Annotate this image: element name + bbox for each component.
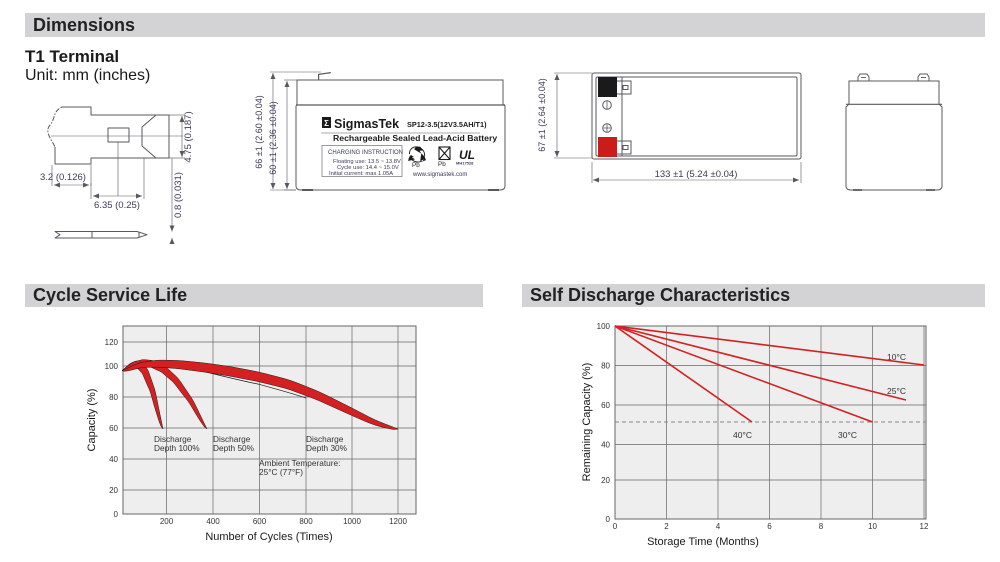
svg-text:25°C (77°F): 25°C (77°F) [259, 467, 303, 477]
svg-text:SigmasTek: SigmasTek [334, 117, 399, 131]
svg-text:10°C: 10°C [887, 352, 906, 362]
svg-text:40°C: 40°C [733, 430, 752, 440]
svg-text:0: 0 [114, 510, 119, 519]
svg-text:CHARGING INSTRUCTION: CHARGING INSTRUCTION [328, 150, 403, 156]
svg-text:67 ±1 (2.64 ±0.04): 67 ±1 (2.64 ±0.04) [537, 78, 547, 151]
svg-text:Rechargeable Sealed Lead-Acid: Rechargeable Sealed Lead-Acid Battery [333, 133, 497, 143]
svg-text:200: 200 [160, 517, 174, 526]
svg-text:8: 8 [819, 522, 824, 531]
svg-text:120: 120 [105, 338, 119, 347]
svg-text:6: 6 [767, 522, 772, 531]
svg-text:40: 40 [601, 441, 610, 450]
svg-text:6.35 (0.25): 6.35 (0.25) [94, 200, 140, 211]
svg-text:800: 800 [299, 517, 313, 526]
svg-text:12: 12 [920, 522, 929, 531]
svg-text:Storage Time (Months): Storage Time (Months) [647, 536, 759, 548]
svg-text:4.75 (0.187): 4.75 (0.187) [183, 111, 194, 162]
svg-text:80: 80 [109, 393, 118, 402]
svg-text:66 ±1 (2.60 ±0.04): 66 ±1 (2.60 ±0.04) [254, 95, 264, 168]
svg-text:30°C: 30°C [838, 430, 857, 440]
svg-text:0: 0 [606, 515, 611, 524]
svg-text:60 ±1 (2.36 ±0.04): 60 ±1 (2.36 ±0.04) [268, 101, 278, 174]
svg-text:100: 100 [597, 322, 611, 331]
svg-text:Capacity (%): Capacity (%) [86, 389, 98, 452]
svg-text:0.8 (0.031): 0.8 (0.031) [173, 172, 184, 218]
svg-text:Depth 100%: Depth 100% [154, 443, 200, 453]
svg-text:MH17528: MH17528 [456, 161, 474, 166]
svg-text:20: 20 [601, 476, 610, 485]
svg-text:Remaining Capacity (%): Remaining Capacity (%) [581, 363, 593, 482]
svg-text:1000: 1000 [343, 517, 361, 526]
svg-text:Depth 30%: Depth 30% [306, 443, 348, 453]
svg-text:60: 60 [109, 424, 118, 433]
svg-text:SP12-3.5(12V3.5AH/T1): SP12-3.5(12V3.5AH/T1) [407, 120, 487, 129]
svg-text:10: 10 [868, 522, 877, 531]
svg-text:1200: 1200 [389, 517, 407, 526]
svg-text:20: 20 [109, 486, 118, 495]
svg-text:100: 100 [105, 362, 119, 371]
svg-text:60: 60 [601, 401, 610, 410]
svg-text:80: 80 [601, 362, 610, 371]
svg-text:133 ±1 (5.24 ±0.04): 133 ±1 (5.24 ±0.04) [655, 169, 738, 180]
svg-text:400: 400 [206, 517, 220, 526]
svg-text:2: 2 [664, 522, 669, 531]
svg-text:Σ: Σ [324, 119, 329, 128]
svg-text:Pb: Pb [438, 161, 446, 168]
svg-text:600: 600 [253, 517, 267, 526]
svg-text:4: 4 [716, 522, 721, 531]
svg-text:Pb: Pb [412, 162, 420, 169]
svg-text:www.sigmastek.com: www.sigmastek.com [412, 172, 467, 178]
svg-text:40: 40 [109, 455, 118, 464]
svg-text:Initial current: max 1.05A: Initial current: max 1.05A [329, 171, 393, 177]
svg-text:25°C: 25°C [887, 386, 906, 396]
svg-text:Number of Cycles (Times): Number of Cycles (Times) [205, 531, 332, 543]
svg-text:3.2 (0.126): 3.2 (0.126) [40, 172, 86, 183]
svg-text:0: 0 [613, 522, 618, 531]
svg-text:Depth 50%: Depth 50% [213, 443, 255, 453]
